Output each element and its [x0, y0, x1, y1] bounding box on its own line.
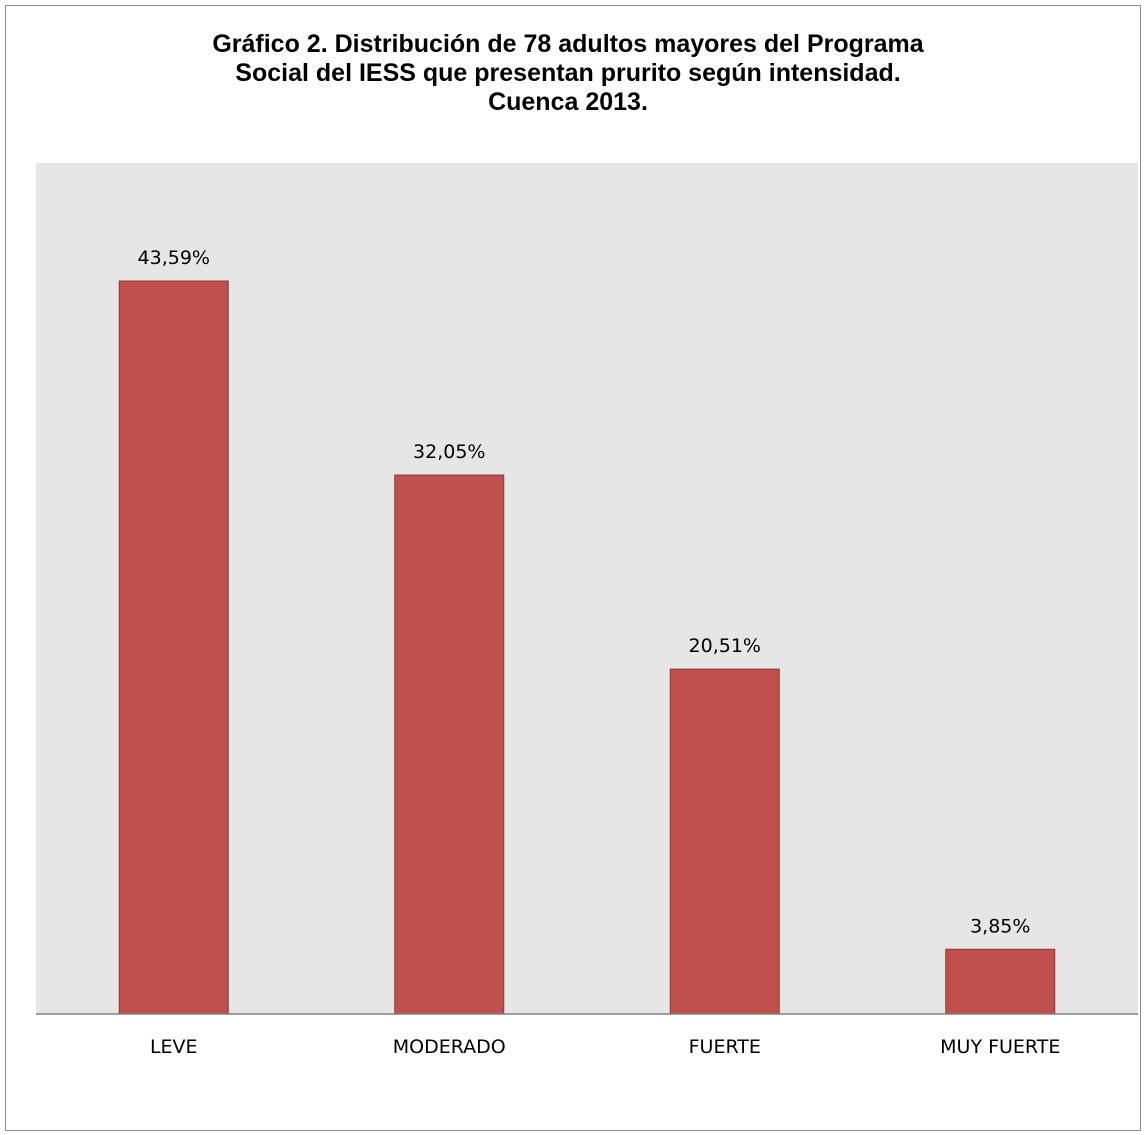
- data-label: 32,05%: [413, 441, 485, 463]
- category-labels: LEVE MODERADO FUERTE MUY FUERTE: [150, 1036, 1060, 1058]
- chart-title-line-1: Gráfico 2. Distribución de 78 adultos ma…: [212, 30, 924, 58]
- bar-leve: [118, 280, 229, 1015]
- x-tick-label: MODERADO: [393, 1036, 506, 1058]
- bar-moderado: [394, 474, 505, 1015]
- data-label: 20,51%: [689, 635, 761, 657]
- chart-title-line-2: Social del IESS que presentan prurito se…: [235, 59, 901, 87]
- bars-group: 43,59% 32,05% 20,51% 3,85%: [118, 247, 1056, 1015]
- chart-title-line-3: Cuenca 2013.: [488, 88, 648, 116]
- bar-fuerte: [669, 668, 780, 1015]
- chart-title: Gráfico 2. Distribución de 78 adultos ma…: [0, 30, 1136, 117]
- data-label: 43,59%: [138, 247, 210, 269]
- x-tick-label: MUY FUERTE: [940, 1036, 1060, 1058]
- x-tick-label: LEVE: [150, 1036, 198, 1058]
- data-label: 3,85%: [970, 915, 1030, 937]
- bar-muy-fuerte: [945, 948, 1056, 1015]
- x-tick-label: FUERTE: [689, 1036, 761, 1058]
